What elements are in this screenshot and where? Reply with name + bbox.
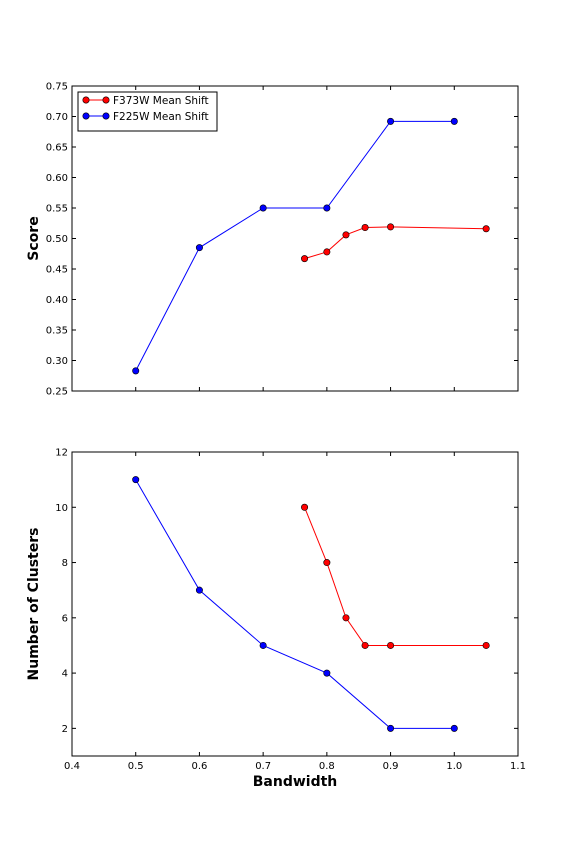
y-tick-label: 0.45 [46,265,68,276]
data-point-f373w-mean-shift [482,225,490,233]
x-tick-label: 0.9 [383,761,399,772]
y-tick-label: 0.65 [46,143,68,154]
data-point-f225w-mean-shift [323,204,331,212]
legend-label: F373W Mean Shift [113,95,209,107]
y-tick-label: 8 [62,558,68,569]
chart-panel-2: 0.4 0.5 0.6 0.7 0.8 0.9 1.0 1.1 2 4 6 8 10 12 Number o… [26,448,526,791]
y-tick-label: 0.30 [46,356,68,367]
y-axis-title: Score [26,216,42,260]
data-point-f225w-mean-shift [387,724,395,732]
y-tick-label: 0.75 [46,82,68,93]
x-tick-label: 0.8 [319,761,335,772]
legend-marker [82,96,90,104]
y-tick-label: 10 [55,503,68,514]
x-tick-label: 1.1 [510,761,526,772]
y-tick-label: 0.25 [46,387,68,398]
y-tick-label: 0.50 [46,234,68,245]
data-point-f225w-mean-shift [387,117,395,125]
data-point-f373w-mean-shift [323,248,331,256]
series-line-f225w-mean-shift [135,120,455,372]
y-tick-label: 0.70 [46,112,68,123]
data-point-f225w-mean-shift [259,204,267,212]
data-point-f225w-mean-shift [195,586,203,594]
data-point-f225w-mean-shift [323,669,331,677]
y-tick-label: 2 [62,724,68,735]
data-point-f373w-mean-shift [301,255,309,263]
y-axis-title: Number of Clusters [26,528,42,681]
data-point-f225w-mean-shift [450,117,458,125]
x-tick-label: 1.0 [446,761,462,772]
legend: F373W Mean Shift F225W Mean Shift [77,91,218,132]
y-tick-label: 0.55 [46,204,68,215]
data-point-f225w-mean-shift [195,244,203,252]
x-tick-label: 0.6 [191,761,207,772]
chart-panel-1: 0.25 0.30 0.35 0.40 0.45 0.50 0.55 0.60 0.65 0.70… [26,82,519,398]
y-tick-label: 12 [55,448,68,459]
data-point-f225w-mean-shift [132,476,140,484]
x-tick-label: 0.4 [64,761,80,772]
x-axis-title: Bandwidth [253,774,338,790]
data-point-f373w-mean-shift [323,559,331,567]
x-tick-label: 0.7 [255,761,271,772]
data-point-f225w-mean-shift [259,641,267,649]
legend-box [77,91,218,132]
legend-marker [102,112,110,120]
data-point-f373w-mean-shift [361,224,369,232]
axes-frame [71,451,519,757]
data-point-f373w-mean-shift [482,641,490,649]
y-tick-label: 0.35 [46,326,68,337]
y-tick-label: 6 [62,613,68,624]
y-tick-label: 0.60 [46,173,68,184]
series-line-f373w-mean-shift [304,507,487,646]
series-line-f373w-mean-shift [304,226,487,260]
x-tick-label: 0.5 [128,761,144,772]
data-point-f373w-mean-shift [342,614,350,622]
legend-label: F225W Mean Shift [113,111,209,123]
data-point-f373w-mean-shift [387,223,395,231]
data-point-f373w-mean-shift [361,641,369,649]
y-tick-label: 4 [62,669,68,680]
y-tick-label: 0.40 [46,295,68,306]
legend-marker [102,96,110,104]
data-point-f373w-mean-shift [301,503,309,511]
series-line-f225w-mean-shift [135,479,455,729]
legend-marker [82,112,90,120]
data-point-f373w-mean-shift [387,641,395,649]
data-point-f373w-mean-shift [342,231,350,239]
data-point-f225w-mean-shift [450,724,458,732]
data-point-f225w-mean-shift [132,367,140,375]
